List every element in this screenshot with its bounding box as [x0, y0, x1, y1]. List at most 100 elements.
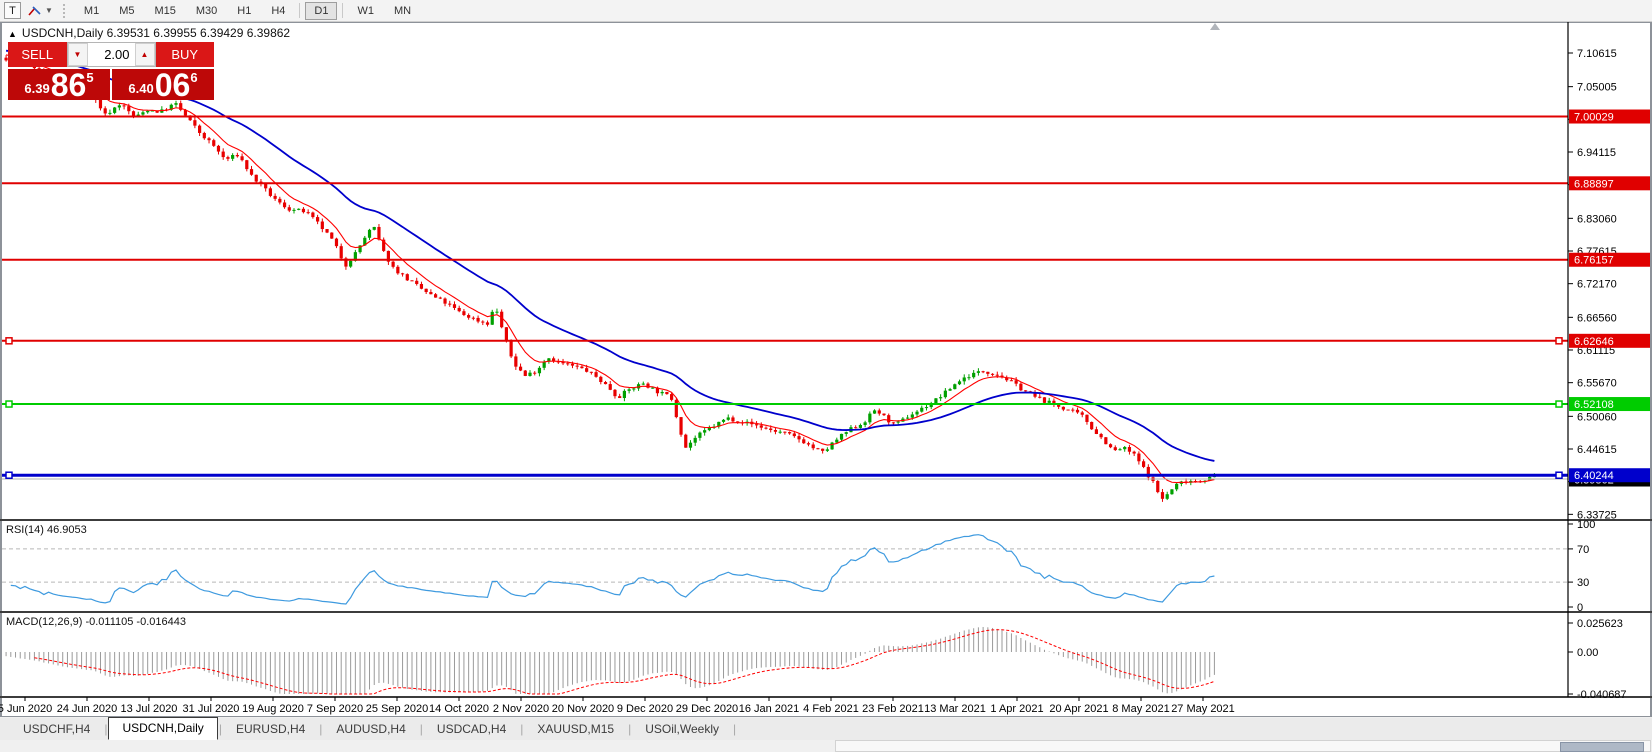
price-tick-label: 6.83060 — [1577, 213, 1617, 225]
tab-bar: USDCHF,H4 | USDCNH,Daily | EURUSD,H4 | AUDUSD,… — [0, 716, 1652, 740]
level-handle — [1555, 471, 1563, 479]
tab-separator: | — [319, 722, 323, 736]
price-tick-label: 6.33725 — [1577, 509, 1617, 521]
price-chart[interactable]: 7.106157.050056.995606.941156.886706.830… — [0, 0, 1652, 718]
date-tick-label: 27 May 2021 — [1171, 703, 1235, 715]
timeframe-button-mn[interactable]: MN — [393, 4, 412, 17]
chart-tab-usdcnh-daily[interactable]: USDCNH,Daily — [108, 716, 218, 740]
price-tick-label: 6.50060 — [1577, 411, 1617, 423]
chart-tab-usdcad-h4[interactable]: USDCAD,H4 — [436, 722, 507, 736]
timeframe-button-h1[interactable]: H1 — [237, 4, 252, 17]
chart-tab-usoil-weekly[interactable]: USOil,Weekly — [645, 722, 719, 736]
chart-tab-xauusd-m15[interactable]: XAUUSD,M15 — [537, 722, 615, 736]
date-tick-label: 24 Jun 2020 — [57, 703, 118, 715]
scrollbar-thumb[interactable] — [1560, 742, 1644, 752]
text-tool-button[interactable]: T — [4, 2, 21, 19]
chart-tool-icon — [28, 5, 41, 16]
tab-separator: | — [218, 722, 222, 736]
timeframe-button-m1[interactable]: M1 — [83, 4, 100, 17]
svg-text:6.88897: 6.88897 — [1574, 178, 1614, 190]
level-handle — [5, 400, 13, 408]
chart-tab-audusd-h4[interactable]: AUDUSD,H4 — [336, 722, 406, 736]
sell-button[interactable]: SELL — [8, 42, 67, 67]
macd-label: MACD(12,26,9) -0.011105 -0.016443 — [6, 616, 186, 628]
rsi-tick-label: 100 — [1577, 519, 1595, 531]
one-click-trade-panel: SELL ▼ ▲ BUY 6.39 86 5 6.40 06 6 — [8, 42, 214, 103]
level-handle — [5, 337, 13, 345]
price-tick-label: 6.61115 — [1577, 345, 1615, 357]
volume-input[interactable] — [87, 43, 135, 66]
ask-price-box[interactable]: 6.40 06 6 — [112, 69, 214, 101]
level-price-tag — [1569, 176, 1650, 191]
macd-tick-label: -0.040687 — [1577, 689, 1627, 701]
ask-price-sup: 6 — [190, 70, 198, 85]
date-tick-label: 25 Sep 2020 — [366, 703, 428, 715]
horizontal-scrollbar[interactable] — [835, 740, 1651, 752]
date-tick-label: 9 Dec 2020 — [617, 703, 673, 715]
macd-tick-label: 0.00 — [1577, 647, 1598, 659]
bid-price-box[interactable]: 6.39 86 5 — [8, 67, 110, 103]
price-tick-label: 6.94115 — [1577, 147, 1616, 159]
svg-text:6.76157: 6.76157 — [1574, 255, 1614, 267]
timeframe-button-d1[interactable]: D1 — [305, 1, 338, 20]
chart-title-text: USDCNH,Daily 6.39531 6.39955 6.39429 6.3… — [21, 26, 291, 40]
date-tick-label: 20 Nov 2020 — [552, 703, 614, 715]
date-tick-label: 1 Apr 2021 — [990, 703, 1043, 715]
panel-separator — [0, 611, 1652, 613]
timeframe-button-m15[interactable]: M15 — [154, 4, 176, 17]
date-tick-label: 13 Jul 2020 — [121, 703, 178, 715]
timeframe-button-w1[interactable]: W1 — [357, 4, 374, 17]
volume-decrease-button[interactable]: ▼ — [67, 43, 88, 66]
timeframe-button-m5[interactable]: M5 — [119, 4, 135, 17]
price-tick-label: 6.44615 — [1577, 444, 1617, 456]
level-price-tag — [1569, 468, 1650, 483]
volume-spinner: ▼ ▲ — [66, 42, 156, 67]
date-tick-label: 29 Dec 2020 — [676, 703, 738, 715]
chart-tab-eurusd-h4[interactable]: EURUSD,H4 — [235, 722, 306, 736]
tab-separator: | — [419, 722, 423, 736]
level-handle — [1555, 337, 1563, 345]
tab-separator: | — [520, 722, 524, 736]
price-tick-label: 6.72170 — [1577, 279, 1617, 291]
collapse-triangle-icon[interactable]: ▲ — [8, 29, 17, 39]
date-tick-label: 31 Jul 2020 — [183, 703, 240, 715]
date-tick-label: 8 May 2021 — [1112, 703, 1169, 715]
price-tick-label: 7.10615 — [1577, 48, 1617, 60]
tab-separator: | — [104, 722, 108, 736]
date-tick-label: 19 Aug 2020 — [242, 703, 304, 715]
timeframe-button-h4[interactable]: H4 — [271, 4, 286, 17]
date-tick-label: 7 Sep 2020 — [307, 703, 363, 715]
rsi-tick-label: 30 — [1577, 577, 1589, 589]
level-price-tag — [1569, 333, 1650, 348]
macd-histogram — [5, 626, 1215, 694]
level-handle — [5, 471, 13, 479]
toolbar-separator — [299, 3, 301, 18]
rsi-tick-label: 0 — [1577, 602, 1583, 614]
chart-scroll-up-icon[interactable] — [1210, 23, 1220, 30]
ma-fast-line — [5, 54, 1215, 484]
macd-tick-label: 0.025623 — [1577, 618, 1623, 630]
bid-price-big: 86 — [50, 67, 87, 103]
level-handle — [1555, 400, 1563, 408]
bid-price-sup: 5 — [86, 70, 94, 85]
rsi-label: RSI(14) 46.9053 — [6, 524, 87, 536]
ask-price-small: 6.40 — [128, 81, 154, 96]
timeframe-button-m30[interactable]: M30 — [195, 4, 218, 17]
date-tick-label: 23 Feb 2021 — [862, 703, 924, 715]
svg-text:6.52108: 6.52108 — [1574, 399, 1614, 411]
date-tick-label: 16 Jan 2021 — [739, 703, 800, 715]
date-tick-label: 5 Jun 2020 — [0, 703, 52, 715]
date-tick-label: 13 Mar 2021 — [924, 703, 986, 715]
rsi-line — [10, 534, 1215, 605]
chart-tool-button[interactable]: ▼ — [25, 2, 55, 19]
buy-button[interactable]: BUY — [155, 42, 214, 67]
price-tick-label: 6.55670 — [1577, 378, 1617, 390]
volume-increase-button[interactable]: ▲ — [134, 43, 155, 66]
level-price-tag — [1569, 252, 1650, 267]
chevron-down-icon: ▼ — [45, 6, 53, 15]
chart-tab-usdchf-h4[interactable]: USDCHF,H4 — [23, 722, 91, 736]
macd-signal-line — [34, 629, 1215, 695]
time-axis-line — [0, 696, 1652, 698]
bottom-scroll-strip — [0, 740, 1652, 752]
date-tick-label: 14 Oct 2020 — [429, 703, 489, 715]
